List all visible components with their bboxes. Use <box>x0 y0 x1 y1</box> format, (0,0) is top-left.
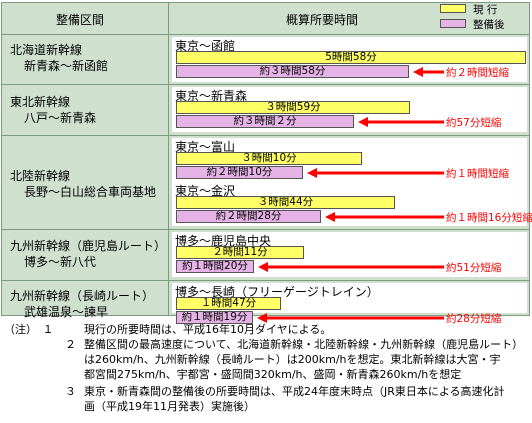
bar-after: 約１時間20分 <box>176 260 254 273</box>
section-line: 新青森～新函館 <box>24 59 109 73</box>
row-divider <box>1 229 530 230</box>
saving-label: 約57分短縮 <box>446 117 502 129</box>
note-number: （注） １ <box>4 323 54 336</box>
saving-label: 約１時間16分短縮 <box>446 212 532 224</box>
legend-after-label: 整備後 <box>473 19 505 31</box>
bar-current: ３時間10分 <box>176 152 362 165</box>
row-divider <box>1 280 530 281</box>
column-divider <box>168 2 169 316</box>
bar-after: 約１時間19分 <box>176 311 253 324</box>
section-line: 博多～新八代 <box>24 255 97 269</box>
bar-current: １時間47分 <box>176 297 281 310</box>
bar-current: ３時間44分 <box>176 196 395 209</box>
section-tohoku: 東北新幹線 八戸～新青森 <box>10 94 96 126</box>
legend-current-label: 現 行 <box>473 4 498 16</box>
note-line: 整備区間の最高速度について、北海道新幹線・北陸新幹線・九州新幹線（鹿児島ルート） <box>84 338 524 351</box>
note-line: 画（平成19年11月発表）実施後） <box>84 400 255 413</box>
note-line: は260km/h、九州新幹線（長崎ルート）は200km/hを想定。東北新幹線は大… <box>84 353 501 366</box>
row-divider <box>1 135 530 136</box>
legend-after-swatch <box>440 19 466 28</box>
section-line: 九州新幹線（長崎ルート） <box>10 289 155 303</box>
section-line: 北海道新幹線 <box>10 43 83 57</box>
bar-current: 5時間58分 <box>176 51 526 64</box>
section-hokuriku: 北陸新幹線 長野～白山総合車両基地 <box>10 168 156 200</box>
route-title: 博多～鹿児島中央 <box>175 234 272 248</box>
section-line: 長野～白山総合車両基地 <box>24 185 157 199</box>
saving-label: 約２時間短縮 <box>446 67 509 79</box>
route-title: 東京～金沢 <box>175 184 236 198</box>
bar-after: 約３時間58分 <box>176 65 409 78</box>
legend-current-swatch <box>440 4 466 13</box>
section-kyushu-nagasaki: 九州新幹線（長崎ルート） 武雄温泉～諫早 <box>10 288 154 320</box>
section-line: 北陸新幹線 <box>10 169 71 183</box>
note-line: 都宮間275km/h、宇都宮・盛岡間320km/h、盛岡・新青森260km/hを… <box>84 368 462 381</box>
route-title: 博多～長崎（フリーゲージトレイン） <box>175 285 379 299</box>
section-line: 八戸～新青森 <box>24 111 97 125</box>
section-line: 東北新幹線 <box>10 95 71 109</box>
saving-label: 約28分短縮 <box>446 313 502 325</box>
note-line: 現行の所要時間は、平成16年10月ダイヤによる。 <box>84 323 332 336</box>
row-divider <box>1 84 530 85</box>
bar-after: 約２時間28分 <box>176 210 321 223</box>
note-number: ３ <box>65 385 76 398</box>
route-title: 東京～新青森 <box>175 89 248 103</box>
header-divider <box>1 34 530 35</box>
note-line: 東京・新青森間の整備後の所要時間は、平成24年度末時点（JR東日本による高速化計 <box>84 385 505 398</box>
section-kyushu-kagoshima: 九州新幹線（鹿児島ルート） 博多～新八代 <box>10 238 166 270</box>
section-line: 九州新幹線（鹿児島ルート） <box>10 239 167 253</box>
section-hokkaido: 北海道新幹線 新青森～新函館 <box>10 42 108 74</box>
bar-current: ２時間11分 <box>176 246 304 259</box>
section-line: 武雄温泉～諫早 <box>24 305 109 319</box>
bar-current: ３時間59分 <box>176 101 410 114</box>
note-number: ２ <box>65 338 76 351</box>
header-time: 概算所要時間 <box>286 13 359 27</box>
saving-label: 約１時間短縮 <box>446 168 509 180</box>
bar-after: 約３時間２分 <box>176 115 354 128</box>
header-section: 整備区間 <box>56 13 105 27</box>
route-title: 東京～函館 <box>175 39 236 53</box>
bar-after: 約２時間10分 <box>176 166 303 179</box>
saving-label: 約51分短縮 <box>446 262 502 274</box>
route-title: 東京～富山 <box>175 140 236 154</box>
